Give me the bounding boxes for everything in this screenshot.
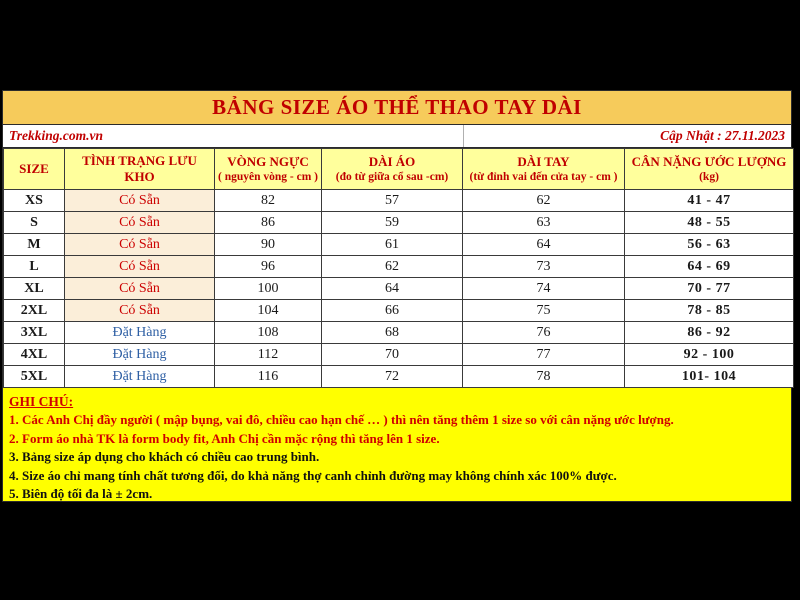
chest-cell: 112 <box>214 343 322 366</box>
status-cell: Có Sẵn <box>64 277 215 300</box>
length-cell: 57 <box>321 189 463 212</box>
size-cell: 3XL <box>3 321 65 344</box>
weight-cell: 86 - 92 <box>624 321 794 344</box>
status-cell: Đặt Hàng <box>64 321 215 344</box>
brand-cell: Trekking.com.vn <box>3 125 464 147</box>
col-header-sleeve-label: DÀI TAY <box>517 153 570 169</box>
weight-cell: 78 - 85 <box>624 299 794 322</box>
sleeve-cell: 78 <box>462 365 625 388</box>
length-cell: 61 <box>321 233 463 256</box>
table-row: 4XL Đặt Hàng 112 70 77 92 - 100 <box>3 343 794 366</box>
length-cell: 64 <box>321 277 463 300</box>
length-cell: 72 <box>321 365 463 388</box>
weight-cell: 101- 104 <box>624 365 794 388</box>
status-cell: Có Sẵn <box>64 299 215 322</box>
updated-text: Cập Nhật : 27.11.2023 <box>660 128 785 143</box>
updated-cell: Cập Nhật : 27.11.2023 <box>464 125 791 147</box>
length-cell: 70 <box>321 343 463 366</box>
col-header-size: SIZE <box>3 148 65 190</box>
weight-cell: 41 - 47 <box>624 189 794 212</box>
brand-text: Trekking.com.vn <box>9 128 103 143</box>
chest-cell: 108 <box>214 321 322 344</box>
chest-cell: 86 <box>214 211 322 234</box>
status-cell: Có Sẵn <box>64 255 215 278</box>
table-row: 2XL Có Sẵn 104 66 75 78 - 85 <box>3 299 794 322</box>
chest-cell: 100 <box>214 277 322 300</box>
status-cell: Có Sẵn <box>64 233 215 256</box>
table-header-row: SIZE TÌNH TRẠNG LƯU KHO VÒNG NGỰC ( nguy… <box>3 148 794 190</box>
col-header-sleeve-sub: (từ đỉnh vai đến cửa tay - cm ) <box>469 170 618 183</box>
size-table: SIZE TÌNH TRẠNG LƯU KHO VÒNG NGỰC ( nguy… <box>3 148 794 388</box>
table-row: L Có Sẵn 96 62 73 64 - 69 <box>3 255 794 278</box>
weight-cell: 56 - 63 <box>624 233 794 256</box>
size-cell: L <box>3 255 65 278</box>
sleeve-cell: 62 <box>462 189 625 212</box>
title-bar: BẢNG SIZE ÁO THỂ THAO TAY DÀI <box>3 91 791 125</box>
chest-cell: 90 <box>214 233 322 256</box>
chest-cell: 104 <box>214 299 322 322</box>
table-row: XL Có Sẵn 100 64 74 70 - 77 <box>3 277 794 300</box>
size-cell: M <box>3 233 65 256</box>
note-item: 5. Biên độ tối đa là ± 2cm. <box>9 486 153 501</box>
table-row: M Có Sẵn 90 61 64 56 - 63 <box>3 233 794 256</box>
length-cell: 62 <box>321 255 463 278</box>
note-item: 2. Form áo nhà TK là form body fit, Anh … <box>9 430 440 446</box>
size-cell: 2XL <box>3 299 65 322</box>
weight-cell: 64 - 69 <box>624 255 794 278</box>
meta-row: Trekking.com.vn Cập Nhật : 27.11.2023 <box>3 125 791 148</box>
col-header-chest-sub: ( nguyên vòng - cm ) <box>218 170 318 183</box>
notes-heading: GHI CHÚ: <box>9 394 74 409</box>
col-header-chest: VÒNG NGỰC ( nguyên vòng - cm ) <box>214 148 322 190</box>
sleeve-cell: 76 <box>462 321 625 344</box>
size-cell: 5XL <box>3 365 65 388</box>
col-header-weight: CÂN NẶNG ƯỚC LƯỢNG (kg) <box>624 148 794 190</box>
sleeve-cell: 77 <box>462 343 625 366</box>
size-cell: S <box>3 211 65 234</box>
table-row: 3XL Đặt Hàng 108 68 76 86 - 92 <box>3 321 794 344</box>
table-row: 5XL Đặt Hàng 116 72 78 101- 104 <box>3 365 794 388</box>
col-header-length-label: DÀI ÁO <box>368 153 416 169</box>
size-table-body: XS Có Sẵn 82 57 62 41 - 47 S Có Sẵn 86 5… <box>3 189 794 388</box>
weight-cell: 48 - 55 <box>624 211 794 234</box>
col-header-weight-sub: (kg) <box>699 170 719 183</box>
col-header-sleeve: DÀI TAY (từ đỉnh vai đến cửa tay - cm ) <box>462 148 625 190</box>
col-header-length: DÀI ÁO (đo từ giữa cổ sau -cm) <box>321 148 463 190</box>
size-cell: XS <box>3 189 65 212</box>
table-row: XS Có Sẵn 82 57 62 41 - 47 <box>3 189 794 212</box>
col-header-weight-label: CÂN NẶNG ƯỚC LƯỢNG <box>631 153 787 169</box>
chest-cell: 82 <box>214 189 322 212</box>
note-item: 3. Bảng size áp dụng cho khách có chiều … <box>9 449 320 464</box>
page-title: BẢNG SIZE ÁO THỂ THAO TAY DÀI <box>212 95 582 119</box>
sleeve-cell: 73 <box>462 255 625 278</box>
sleeve-cell: 63 <box>462 211 625 234</box>
notes-list: 1. Các Anh Chị đầy người ( mập bụng, vai… <box>9 411 783 504</box>
weight-cell: 92 - 100 <box>624 343 794 366</box>
size-cell: XL <box>3 277 65 300</box>
notes-section: GHI CHÚ: 1. Các Anh Chị đầy người ( mập … <box>3 388 791 501</box>
length-cell: 59 <box>321 211 463 234</box>
status-cell: Đặt Hàng <box>64 343 215 366</box>
size-cell: 4XL <box>3 343 65 366</box>
col-header-stock-status-label: TÌNH TRẠNG LƯU KHO <box>82 152 197 184</box>
note-item: 1. Các Anh Chị đầy người ( mập bụng, vai… <box>9 412 674 427</box>
sleeve-cell: 64 <box>462 233 625 256</box>
col-header-length-sub: (đo từ giữa cổ sau -cm) <box>335 170 449 183</box>
status-cell: Có Sẵn <box>64 189 215 212</box>
chest-cell: 116 <box>214 365 322 388</box>
col-header-chest-label: VÒNG NGỰC <box>227 153 309 169</box>
length-cell: 66 <box>321 299 463 322</box>
length-cell: 68 <box>321 321 463 344</box>
status-cell: Đặt Hàng <box>64 365 215 388</box>
status-cell: Có Sẵn <box>64 211 215 234</box>
table-row: S Có Sẵn 86 59 63 48 - 55 <box>3 211 794 234</box>
chest-cell: 96 <box>214 255 322 278</box>
sleeve-cell: 74 <box>462 277 625 300</box>
sleeve-cell: 75 <box>462 299 625 322</box>
size-chart-sheet: BẢNG SIZE ÁO THỂ THAO TAY DÀI Trekking.c… <box>2 90 794 502</box>
col-header-stock-status: TÌNH TRẠNG LƯU KHO <box>64 148 215 190</box>
col-header-size-label: SIZE <box>19 160 49 176</box>
weight-cell: 70 - 77 <box>624 277 794 300</box>
note-item: 4. Size áo chỉ mang tính chất tương đối,… <box>9 467 617 483</box>
